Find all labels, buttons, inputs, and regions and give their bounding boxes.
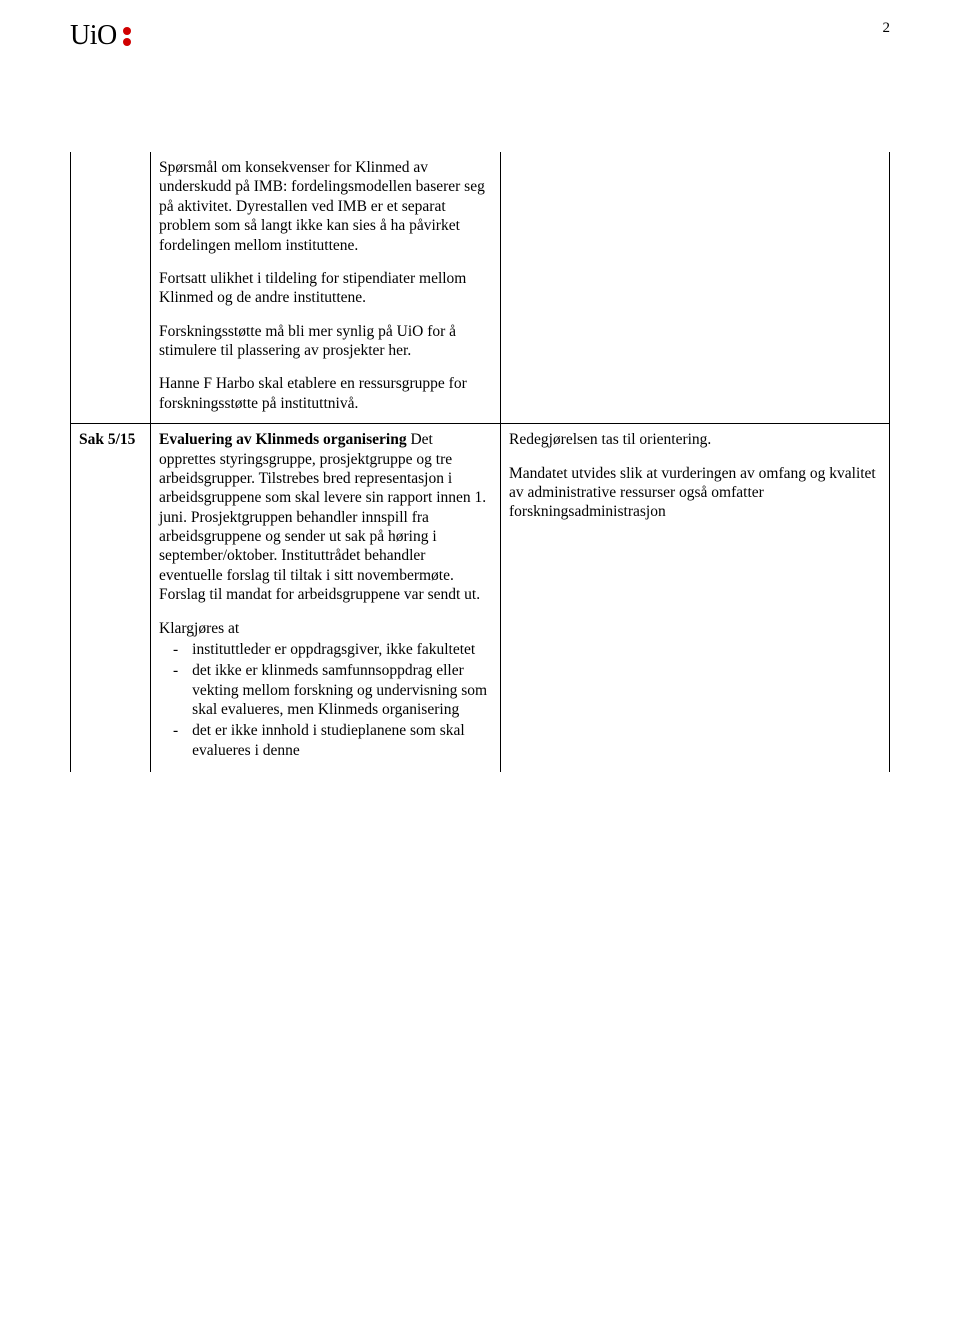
paragraph: Spørsmål om konsekvenser for Klinmed av … bbox=[159, 158, 492, 255]
uio-logo: UiO bbox=[70, 20, 131, 52]
paragraph: Evaluering av Klinmeds organisering Det … bbox=[159, 430, 492, 604]
list-intro: Klargjøres at bbox=[159, 620, 239, 637]
colon-icon bbox=[123, 27, 131, 46]
paragraph: Redegjørelsen tas til orientering. bbox=[509, 430, 881, 449]
sak-label: Sak 5/15 bbox=[79, 431, 135, 448]
list-item-text: det ikke er klinmeds samfunnsoppdrag ell… bbox=[192, 661, 492, 719]
cell-right-row2: Redegjørelsen tas til orientering. Manda… bbox=[501, 424, 890, 773]
dash-icon: - bbox=[173, 661, 178, 719]
cell-sak-label-empty bbox=[71, 152, 151, 424]
cell-content-row2: Evaluering av Klinmeds organisering Det … bbox=[151, 424, 501, 773]
page-header: UiO 2 bbox=[70, 20, 890, 52]
list-item: - instituttleder er oppdragsgiver, ikke … bbox=[159, 640, 492, 659]
logo-text: UiO bbox=[70, 20, 117, 52]
list-item: - det er ikke innhold i studieplanene so… bbox=[159, 721, 492, 760]
list-item-text: instituttleder er oppdragsgiver, ikke fa… bbox=[192, 640, 492, 659]
cell-content-row1: Spørsmål om konsekvenser for Klinmed av … bbox=[151, 152, 501, 424]
lead-bold: Evaluering av Klinmeds organisering bbox=[159, 431, 407, 448]
table-row: Sak 5/15 Evaluering av Klinmeds organise… bbox=[71, 424, 890, 773]
cell-sak-label: Sak 5/15 bbox=[71, 424, 151, 773]
table-row: Spørsmål om konsekvenser for Klinmed av … bbox=[71, 152, 890, 424]
page-number: 2 bbox=[883, 20, 891, 37]
dash-icon: - bbox=[173, 640, 178, 659]
lead-rest: Det opprettes styringsgruppe, prosjektgr… bbox=[159, 431, 486, 603]
paragraph: Fortsatt ulikhet i tildeling for stipend… bbox=[159, 269, 492, 308]
paragraph: Mandatet utvides slik at vurderingen av … bbox=[509, 464, 881, 522]
cell-right-row1-empty bbox=[501, 152, 890, 424]
list-item: - det ikke er klinmeds samfunnsoppdrag e… bbox=[159, 661, 492, 719]
paragraph: Hanne F Harbo skal etablere en ressursgr… bbox=[159, 374, 492, 413]
paragraph: Forskningsstøtte må bli mer synlig på Ui… bbox=[159, 322, 492, 361]
dash-list: - instituttleder er oppdragsgiver, ikke … bbox=[159, 640, 492, 760]
list-item-text: det er ikke innhold i studieplanene som … bbox=[192, 721, 492, 760]
document-table: Spørsmål om konsekvenser for Klinmed av … bbox=[70, 152, 890, 772]
list-block: Klargjøres at - instituttleder er oppdra… bbox=[159, 619, 492, 761]
dash-icon: - bbox=[173, 721, 178, 760]
